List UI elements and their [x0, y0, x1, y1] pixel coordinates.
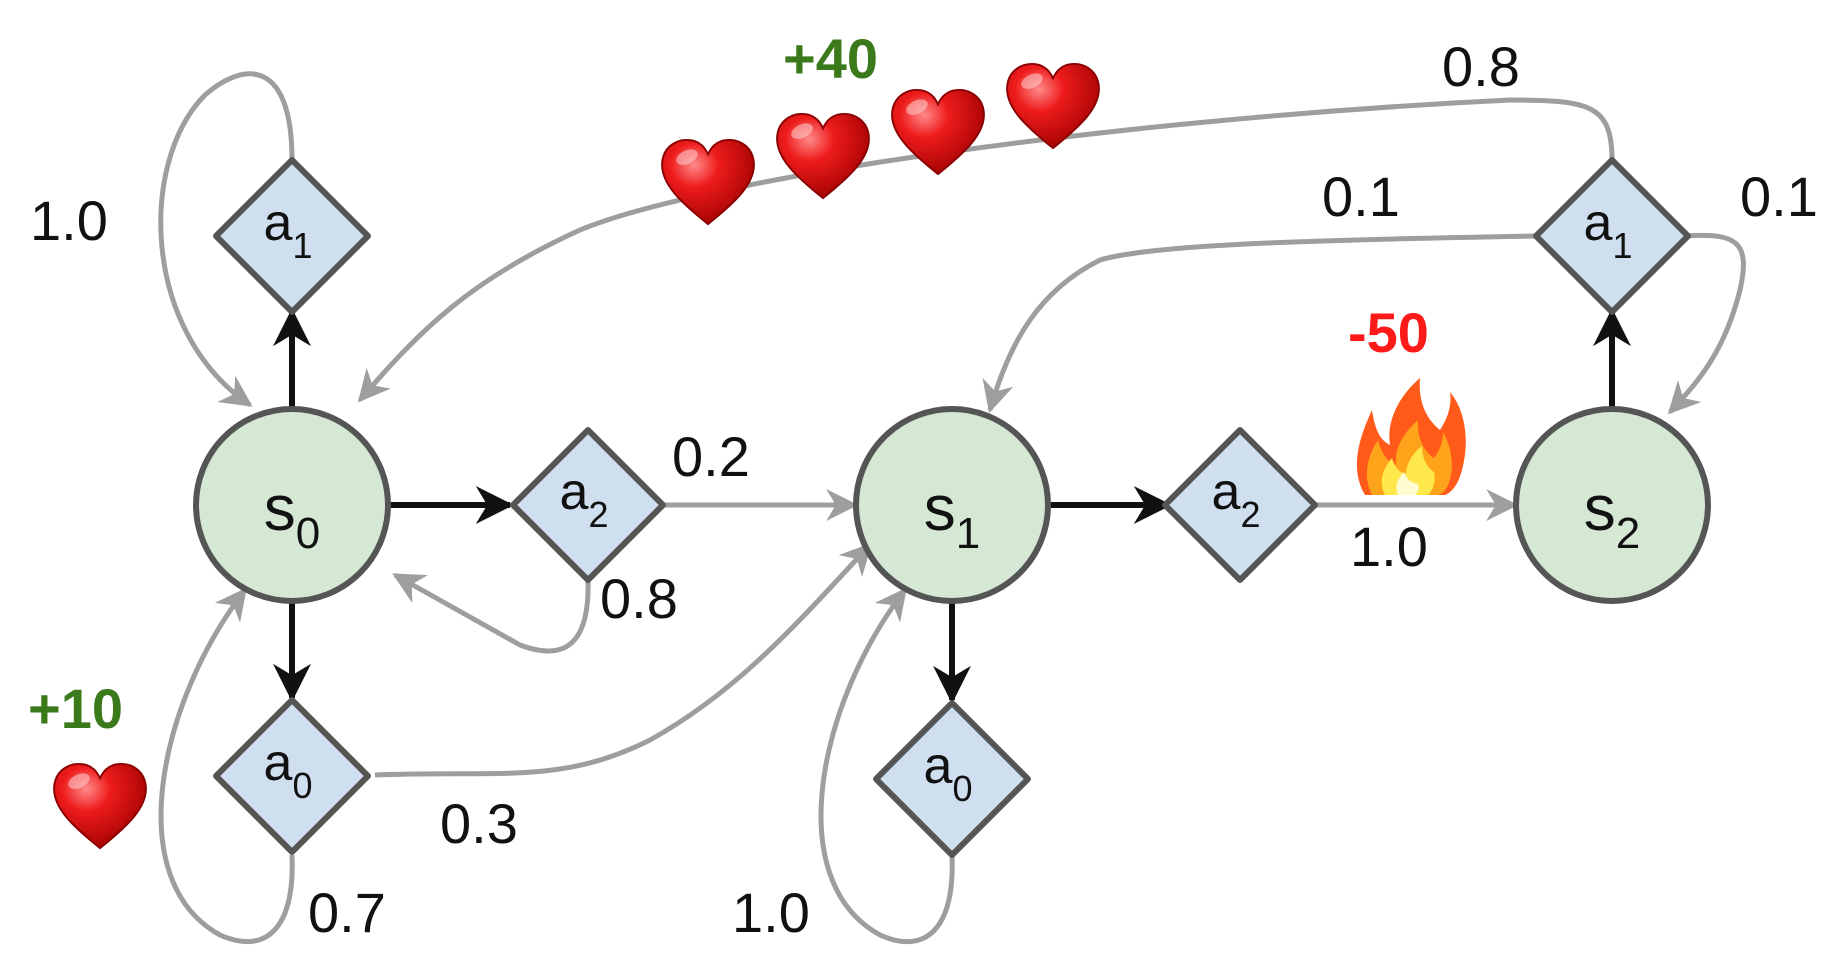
- action-s2-a1-label: a1: [1584, 194, 1633, 266]
- heart-icon: [53, 762, 147, 850]
- reward-minus-50: -50: [1348, 301, 1466, 495]
- edge-s1a0-to-s1: [818, 587, 955, 945]
- edge-s2a1-to-s2: [1667, 232, 1746, 415]
- state-s0: s0: [193, 406, 391, 604]
- prob-s0a2-s0: 0.8: [600, 567, 678, 630]
- action-s1-a2-label: a2: [1212, 463, 1261, 535]
- state-s1: s1: [853, 406, 1051, 604]
- action-s1-a0-label: a0: [924, 737, 973, 809]
- action-s1-a0: a0: [873, 700, 1031, 858]
- prob-s2a1-s1: 0.1: [1322, 165, 1400, 228]
- edge-s2a1-to-s1: [982, 233, 1539, 414]
- prob-s0a0-s1: 0.3: [440, 792, 518, 855]
- reward-plus-40-label: +40: [783, 27, 878, 90]
- action-s0-a1-label: a1: [264, 194, 313, 266]
- prob-s0a1-s0: 1.0: [30, 189, 108, 252]
- prob-s2a1-s0: 0.8: [1442, 35, 1520, 98]
- decision-edges: [273, 308, 1631, 704]
- action-s0-a0: a0: [213, 697, 371, 855]
- heart-icon: [661, 138, 755, 226]
- action-s0-a2-label: a2: [560, 463, 609, 535]
- action-s0-a0-label: a0: [264, 734, 313, 806]
- edge-s0a0-to-s0: [158, 587, 295, 945]
- state-s0-label: s0: [264, 472, 320, 558]
- edge-s2a1-to-s0: [357, 97, 1615, 403]
- action-s0-a1: a1: [213, 157, 371, 315]
- reward-plus-40: +40: [661, 27, 1100, 226]
- transition-edges: [158, 71, 1746, 945]
- action-s2-a1: a1: [1533, 157, 1691, 315]
- action-s0-a2: a2: [510, 427, 666, 583]
- prob-s2a1-s2: 0.1: [1740, 165, 1818, 228]
- edge-s0a0-to-s1: [374, 542, 873, 778]
- reward-plus-10: +10: [28, 677, 147, 850]
- prob-s1a2-s2: 1.0: [1350, 515, 1428, 578]
- edge-s0a2-to-s0: [392, 572, 591, 654]
- state-s2-label: s2: [1584, 472, 1640, 558]
- prob-s0a0-s0: 0.7: [308, 881, 386, 944]
- action-s1-a2: a2: [1162, 427, 1318, 583]
- reward-minus-50-label: -50: [1348, 301, 1429, 364]
- heart-icon: [776, 112, 870, 200]
- fire-icon: [1356, 378, 1466, 495]
- state-s2: s2: [1513, 406, 1711, 604]
- prob-s0a2-s1: 0.2: [672, 425, 750, 488]
- state-s1-label: s1: [924, 472, 980, 558]
- reward-plus-10-label: +10: [28, 677, 123, 740]
- probability-labels: 1.0 0.2 0.8 0.3 0.7 1.0 1.0 0.8 0.1 0.1: [30, 35, 1818, 944]
- edge-s0a1-to-s0: [158, 71, 295, 408]
- prob-s1a0-s1: 1.0: [732, 881, 810, 944]
- heart-icon: [891, 88, 985, 176]
